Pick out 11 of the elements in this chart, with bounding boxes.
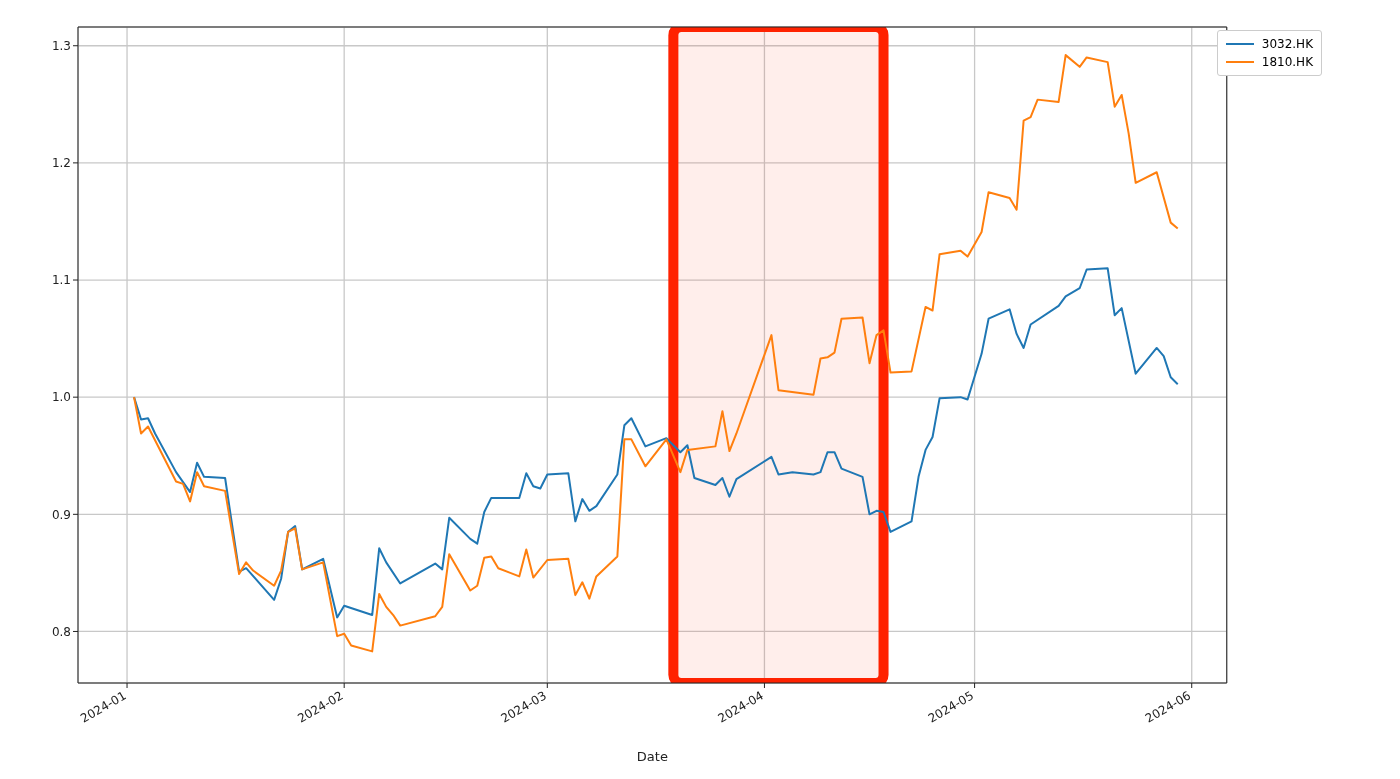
legend-label: 1810.HK — [1261, 54, 1313, 71]
line-series — [133, 54, 1179, 653]
y-tick-label: 1.2 — [51, 156, 71, 171]
x-axis-title: Date — [636, 749, 668, 764]
y-tick-label: 1.3 — [51, 39, 71, 53]
y-tick-label: 1.1 — [51, 273, 71, 288]
line-series — [133, 267, 1179, 619]
legend-label: 3032.HK — [1261, 36, 1313, 53]
y-tick-label: 0.9 — [51, 507, 71, 522]
y-tick-label: 0.8 — [51, 624, 71, 639]
y-tick-label: 1.0 — [51, 390, 71, 405]
